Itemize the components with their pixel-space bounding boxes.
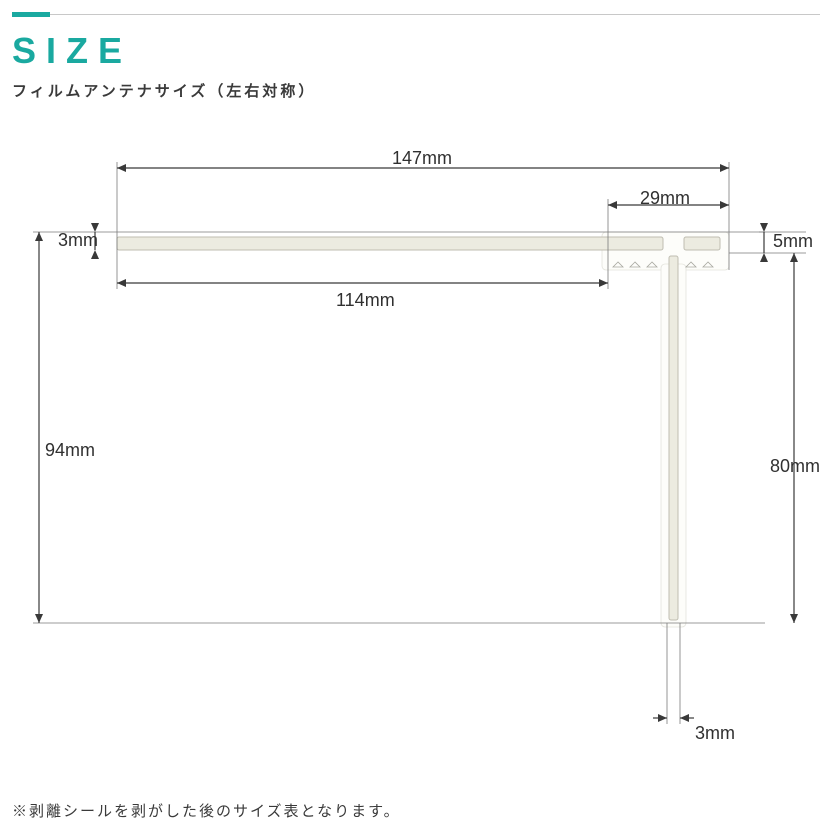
footnote: ※剥離シールを剥がした後のサイズ表となります。 [12, 800, 401, 821]
dim-top-thk-right: 5mm [773, 231, 813, 252]
dimension-diagram [0, 0, 834, 834]
dim-overall-width: 147mm [392, 148, 452, 169]
dim-top-thk-left: 3mm [58, 230, 98, 251]
dim-right-segment: 29mm [640, 188, 690, 209]
dim-overall-height: 94mm [45, 440, 95, 461]
dim-inner-arm: 114mm [336, 290, 395, 311]
dim-vstrip-width: 3mm [695, 723, 735, 744]
dim-vertical-drop: 80mm [770, 456, 820, 477]
